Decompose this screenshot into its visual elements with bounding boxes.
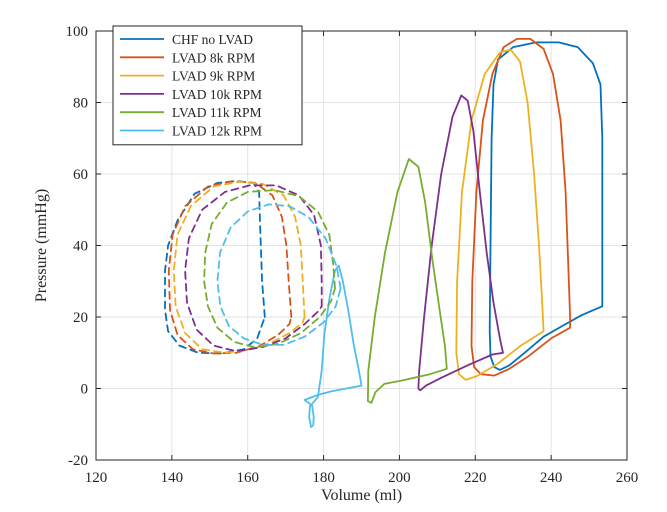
series-line bbox=[303, 264, 363, 428]
series-line-dashed bbox=[184, 184, 323, 353]
x-tick-label: 180 bbox=[312, 470, 335, 486]
series-line bbox=[470, 38, 571, 377]
legend-label: LVAD 12k RPM bbox=[172, 124, 262, 139]
series-line bbox=[367, 158, 448, 404]
legend: CHF no LVAD LVAD 8k RPM LVAD 9k RPM LVAD 10… bbox=[112, 25, 303, 146]
y-tick-label: 0 bbox=[81, 382, 89, 398]
legend-label: LVAD 11k RPM bbox=[172, 105, 262, 120]
legend-label: LVAD 9k RPM bbox=[172, 69, 255, 84]
x-tick-label: 120 bbox=[85, 470, 108, 486]
axis-ticks: 120 140 160 180 200 220 240 260 -20 0 20 40 60 80 100 bbox=[66, 24, 639, 486]
series-line bbox=[488, 41, 604, 371]
y-tick-label: 100 bbox=[66, 24, 89, 40]
y-tick-label: -20 bbox=[68, 453, 88, 469]
series-layer bbox=[164, 38, 604, 428]
x-axis-label: Volume (ml) bbox=[321, 487, 402, 504]
x-tick-label: 260 bbox=[616, 470, 639, 486]
x-tick-label: 220 bbox=[464, 470, 487, 486]
legend-label: LVAD 10k RPM bbox=[172, 87, 262, 102]
series-line-dashed bbox=[216, 203, 342, 346]
x-tick-label: 200 bbox=[388, 470, 411, 486]
legend-label: LVAD 8k RPM bbox=[172, 50, 255, 65]
y-tick-label: 60 bbox=[73, 167, 88, 183]
series-line bbox=[417, 94, 504, 392]
series-line-dashed bbox=[203, 189, 336, 349]
y-tick-label: 80 bbox=[73, 96, 88, 112]
x-tick-label: 160 bbox=[236, 470, 259, 486]
y-axis-label: Pressure (mmHg) bbox=[33, 189, 50, 302]
legend-box bbox=[112, 25, 303, 146]
legend-label: CHF no LVAD bbox=[172, 32, 253, 47]
y-tick-label: 40 bbox=[73, 239, 88, 255]
x-tick-label: 140 bbox=[161, 470, 184, 486]
x-tick-label: 240 bbox=[540, 470, 563, 486]
y-tick-label: 20 bbox=[73, 310, 88, 326]
